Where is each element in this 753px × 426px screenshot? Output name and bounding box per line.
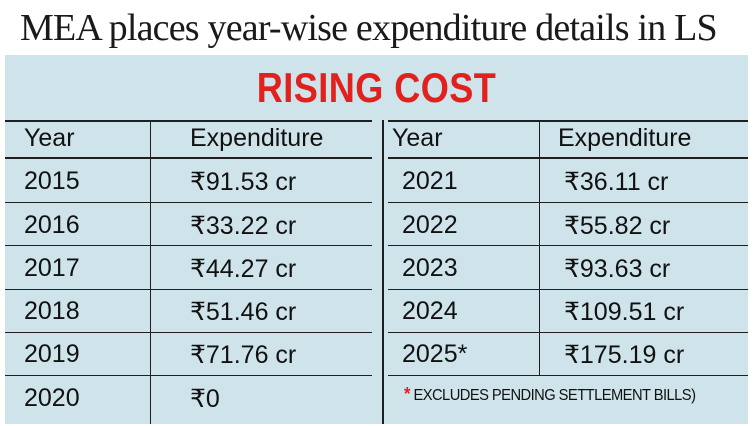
row-divider: [5, 332, 372, 333]
right-row-1-expenditure: ₹36.11 cr: [564, 168, 669, 196]
right-row-5-expenditure: ₹175.19 cr: [564, 341, 685, 369]
right-row-2-year: 2022: [402, 211, 458, 239]
headline: MEA places year-wise expenditure details…: [20, 7, 718, 49]
right-row-5-year: 2025*: [402, 340, 468, 368]
right-table-header-rule: [388, 157, 748, 159]
right-header-expenditure: Expenditure: [558, 124, 692, 152]
left-row-5-year: 2019: [24, 340, 80, 368]
left-header-year: Year: [24, 124, 75, 152]
footnote-asterisk: *: [404, 384, 410, 404]
right-row-4-expenditure: ₹109.51 cr: [564, 298, 685, 326]
footnote: * EXCLUDES PENDING SETTLEMENT BILLS): [404, 384, 696, 405]
right-table-top-rule: [388, 120, 748, 122]
left-row-2-expenditure: ₹33.22 cr: [190, 212, 297, 240]
row-divider: [5, 375, 372, 376]
row-divider: [5, 245, 372, 246]
left-column-divider: [150, 122, 151, 424]
row-divider: [388, 202, 748, 203]
left-row-2-year: 2016: [24, 211, 80, 239]
right-row-4-year: 2024: [402, 297, 458, 325]
right-row-3-year: 2023: [402, 254, 458, 282]
right-column-divider: [539, 122, 540, 375]
left-row-1-expenditure: ₹91.53 cr: [190, 168, 297, 196]
left-row-6-year: 2020: [24, 384, 80, 412]
row-divider: [5, 202, 372, 203]
row-divider: [388, 332, 748, 333]
chart-title: RISING COST: [256, 64, 497, 111]
row-divider: [388, 289, 748, 290]
row-divider: [388, 245, 748, 246]
left-row-4-year: 2018: [24, 297, 80, 325]
left-row-1-year: 2015: [24, 167, 80, 195]
right-row-3-expenditure: ₹93.63 cr: [564, 255, 671, 283]
row-divider: [5, 289, 372, 290]
row-divider: [388, 375, 748, 376]
left-row-6-expenditure: ₹0: [190, 385, 220, 413]
right-header-year: Year: [392, 124, 443, 152]
left-row-3-year: 2017: [24, 254, 80, 282]
footnote-text: EXCLUDES PENDING SETTLEMENT BILLS): [413, 387, 696, 404]
left-header-expenditure: Expenditure: [190, 124, 324, 152]
right-row-1-year: 2021: [402, 167, 458, 195]
infographic-panel: [5, 55, 748, 424]
left-table-top-rule: [5, 120, 372, 122]
left-row-4-expenditure: ₹51.46 cr: [190, 298, 297, 326]
left-table-header-rule: [5, 157, 372, 159]
left-row-5-expenditure: ₹71.76 cr: [190, 341, 297, 369]
left-row-3-expenditure: ₹44.27 cr: [190, 255, 297, 283]
right-row-2-expenditure: ₹55.82 cr: [564, 212, 671, 240]
center-divider: [382, 120, 384, 424]
